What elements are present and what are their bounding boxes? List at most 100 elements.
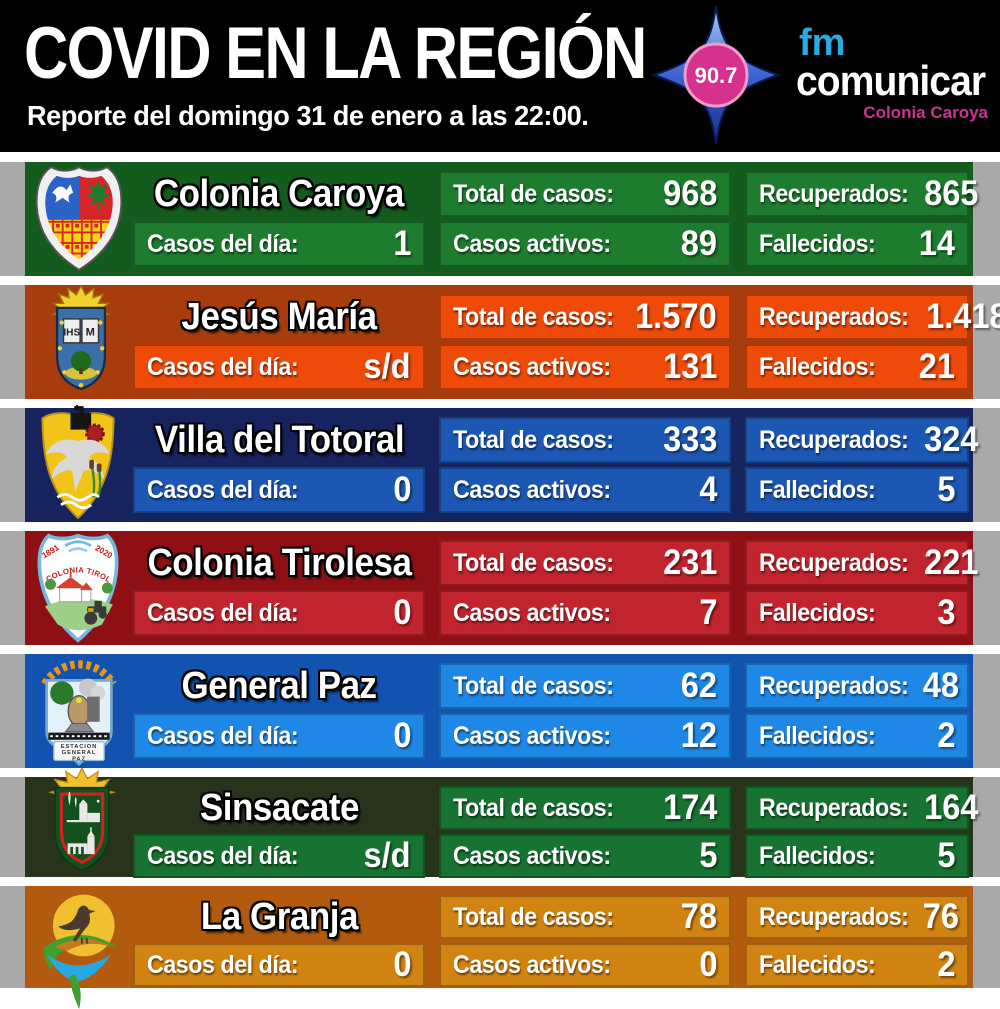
- total-box: Total de casos: 78: [439, 895, 731, 939]
- daily-value: 0: [392, 593, 411, 632]
- recovered-value: 48: [922, 666, 959, 705]
- escudo-general-paz-icon: ESTACION GENERAL PAZ: [41, 660, 117, 766]
- row-colonia-caroya: Colonia Caroya Total de casos: 968 Recupe…: [0, 162, 1000, 276]
- header: COVID EN LA REGIÓN Reporte del domingo 3…: [0, 0, 1000, 152]
- active-value: 89: [680, 224, 717, 263]
- total-box: Total de casos: 1.570: [439, 294, 731, 340]
- deceased-value: 5: [936, 836, 955, 875]
- deceased-value: 3: [936, 593, 955, 632]
- daily-value: 0: [392, 716, 411, 755]
- total-box: Total de casos: 231: [439, 540, 731, 586]
- row-band: La Granja Total de casos: 78 Recuperados:…: [25, 886, 973, 1009]
- municipality-name: General Paz: [181, 664, 377, 707]
- recovered-value: 1.418: [925, 297, 1000, 336]
- escudo-jesus-maria-icon: IHS M: [50, 285, 112, 391]
- report-subtitle: Reporte del domingo 31 de enero a las 22…: [27, 100, 589, 131]
- active-value: 12: [680, 716, 717, 755]
- daily-value: s/d: [363, 836, 411, 875]
- escudo-colonia-tirolesa-icon: 1891 2020 COLONIA TIROLESA: [32, 533, 119, 643]
- daily-value: s/d: [363, 347, 411, 386]
- page-title: COVID EN LA REGIÓN: [24, 13, 647, 94]
- recovered-value: 164: [923, 788, 979, 827]
- row-sinsacate: Sinsacate Total de casos: 174 Recuperados…: [0, 768, 1000, 878]
- daily-box: Casos del día: 0: [133, 943, 425, 987]
- logo-city-text: Colonia Caroya: [863, 103, 988, 122]
- active-box: Casos activos: 7: [439, 590, 731, 636]
- active-box: Casos activos: 131: [439, 344, 731, 390]
- crest-text-general: GENERAL: [62, 750, 96, 756]
- total-box: Total de casos: 333: [439, 417, 731, 463]
- crest-text-estacion: ESTACION: [61, 744, 97, 750]
- municipality-name: Colonia Tirolesa: [147, 541, 411, 584]
- escudo-sinsacate-icon: [48, 768, 116, 872]
- row-band: 1891 2020 COLONIA TIROLESA Colonia Tirol…: [25, 531, 978, 645]
- logo-fm-text: fm: [799, 22, 846, 64]
- total-value: 174: [662, 788, 717, 827]
- total-value: 333: [662, 420, 717, 459]
- logo-name-text: comunicar: [796, 57, 986, 104]
- recovered-value: 324: [923, 420, 979, 459]
- total-box: Total de casos: 62: [439, 663, 731, 709]
- active-box: Casos activos: 0: [439, 943, 731, 987]
- active-value: 5: [698, 836, 717, 875]
- total-value: 231: [662, 543, 717, 582]
- total-value: 968: [662, 174, 717, 213]
- recovered-box: Recuperados: 48: [745, 663, 969, 709]
- municipality-name: Sinsacate: [199, 786, 359, 829]
- logo-la-granja-icon: [43, 894, 121, 1009]
- deceased-box: Fallecidos: 21: [745, 344, 969, 390]
- daily-box: Casos del día: 1: [133, 221, 425, 267]
- escudo-villa-del-totoral-icon: [41, 405, 115, 520]
- total-value: 78: [680, 897, 717, 936]
- municipality-rows: Colonia Caroya Total de casos: 968 Recupe…: [0, 162, 1000, 1009]
- crest-text-paz: PAZ: [72, 757, 86, 763]
- total-box: Total de casos: 174: [439, 786, 731, 830]
- row-general-paz: ESTACION GENERAL PAZ General Paz Total d…: [0, 654, 1000, 768]
- recovered-box: Recuperados: 164: [745, 786, 978, 830]
- deceased-value: 21: [918, 347, 955, 386]
- daily-value: 0: [392, 945, 411, 984]
- escudo-colonia-caroya-icon: [35, 165, 123, 271]
- recovered-box: Recuperados: 221: [745, 540, 978, 586]
- total-box: Total de casos: 968: [439, 171, 731, 217]
- row-band: IHS M Jesús María Total de casos: 1.570 R…: [25, 285, 1000, 399]
- active-value: 4: [698, 470, 717, 509]
- municipality-name: La Granja: [200, 895, 358, 938]
- row-band: ESTACION GENERAL PAZ General Paz Total d…: [25, 654, 973, 768]
- recovered-value: 865: [923, 174, 979, 213]
- crest-monogram-m: M: [86, 326, 95, 338]
- recovered-box: Recuperados: 76: [745, 895, 969, 939]
- deceased-value: 14: [918, 224, 955, 263]
- deceased-box: Fallecidos: 3: [745, 590, 969, 636]
- row-band: Sinsacate Total de casos: 174 Recuperados…: [25, 768, 978, 878]
- daily-box: Casos del día: s/d: [133, 834, 425, 878]
- recovered-box: Recuperados: 1.418: [745, 294, 1000, 340]
- row-band: Colonia Caroya Total de casos: 968 Recupe…: [25, 162, 978, 276]
- daily-value: 0: [392, 470, 411, 509]
- row-jesus-maria: IHS M Jesús María Total de casos: 1.570 R…: [0, 285, 1000, 399]
- active-value: 7: [698, 593, 717, 632]
- active-box: Casos activos: 89: [439, 221, 731, 267]
- recovered-box: Recuperados: 324: [745, 417, 978, 463]
- radio-star-logo-icon: 90.7: [650, 5, 782, 145]
- recovered-box: Recuperados: 865: [745, 171, 978, 217]
- recovered-value: 76: [922, 897, 959, 936]
- active-box: Casos activos: 5: [439, 834, 731, 878]
- municipality-name: Jesús María: [181, 295, 377, 338]
- daily-box: Casos del día: 0: [133, 713, 425, 759]
- deceased-value: 5: [936, 470, 955, 509]
- deceased-box: Fallecidos: 2: [745, 943, 969, 987]
- daily-box: Casos del día: 0: [133, 590, 425, 636]
- row-la-granja: La Granja Total de casos: 78 Recuperados:…: [0, 886, 1000, 1009]
- municipality-name: Villa del Totoral: [154, 418, 404, 461]
- row-villa-del-totoral: Villa del Totoral Total de casos: 333 Rec…: [0, 405, 1000, 522]
- deceased-box: Fallecidos: 2: [745, 713, 969, 759]
- row-colonia-tirolesa: 1891 2020 COLONIA TIROLESA Colonia Tirol…: [0, 531, 1000, 645]
- deceased-value: 2: [936, 945, 955, 984]
- crest-monogram-ihs: IHS: [63, 327, 80, 338]
- daily-box: Casos del día: s/d: [133, 344, 425, 390]
- daily-box: Casos del día: 0: [133, 467, 425, 513]
- daily-value: 1: [392, 224, 411, 263]
- radio-frequency: 90.7: [695, 63, 738, 88]
